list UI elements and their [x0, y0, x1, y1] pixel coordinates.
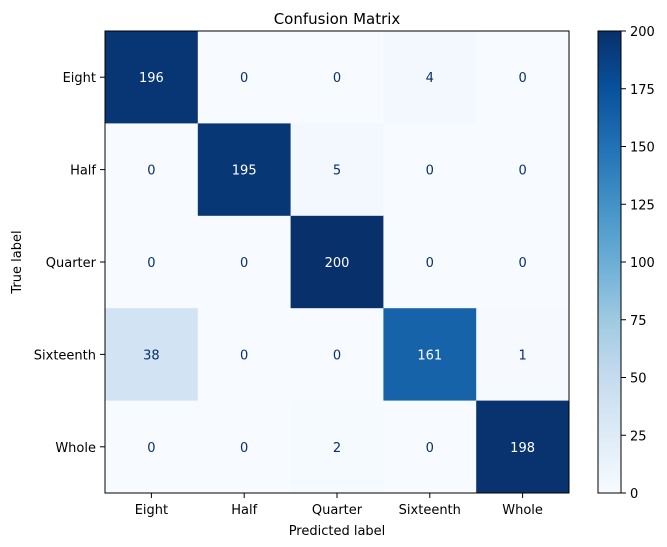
colorbar-tick-label: 75: [630, 314, 647, 329]
cell-value-label: 0: [426, 441, 434, 456]
cell-value-label: 0: [240, 71, 248, 86]
cell-value-label: 1: [518, 348, 526, 363]
cell-value-label: 195: [232, 164, 257, 179]
cell-value-label: 0: [333, 71, 341, 86]
heatmap-cells: [105, 31, 570, 494]
heatmap-cell: [476, 308, 570, 402]
cell-value-label: 2: [333, 441, 341, 456]
cell-value-label: 0: [333, 348, 341, 363]
y-tick-label: Half: [70, 164, 96, 179]
y-tick-label: Sixteenth: [34, 348, 96, 363]
heatmap-cell: [383, 31, 477, 124]
x-tick-label: Eight: [135, 503, 168, 518]
heatmap-cell: [197, 123, 292, 217]
colorbar-tick-label: 100: [630, 256, 655, 271]
cell-value-label: 4: [426, 71, 434, 86]
heatmap-cell: [197, 215, 292, 309]
heatmap-cell: [290, 308, 384, 402]
cell-value-label: 0: [240, 348, 248, 363]
cell-value-label: 0: [426, 164, 434, 179]
cell-value-label: 0: [518, 256, 526, 271]
x-axis-ticks: Eight Half Quarter Sixteenth Whole: [135, 493, 543, 518]
cell-value-label: 0: [147, 164, 155, 179]
colorbar-ticks: 0 25 50 75 100 125 150 175 200: [621, 25, 655, 502]
cell-value-label: 0: [426, 256, 434, 271]
heatmap-cell: [197, 31, 292, 124]
y-tick-label: Whole: [55, 441, 96, 456]
x-tick-label: Half: [231, 503, 257, 518]
x-axis-label: Predicted label: [289, 524, 386, 539]
heatmap-cell: [105, 308, 199, 402]
heatmap-cell: [290, 215, 384, 309]
heatmap-cell-labels: 196 0 0 4 0 0 195 5 0 0 0 0 200 0 0 38 0 0 161 1 0 0 2 0 198: [139, 71, 535, 456]
x-tick-label: Quarter: [312, 503, 363, 518]
heatmap-cell: [105, 400, 199, 494]
colorbar-tick-label: 25: [630, 429, 647, 444]
cell-value-label: 0: [147, 256, 155, 271]
cell-value-label: 161: [417, 348, 442, 363]
heatmap-cell: [197, 308, 292, 402]
cell-value-label: 0: [518, 164, 526, 179]
heatmap-cell: [105, 31, 199, 124]
heatmap-cell: [290, 123, 384, 217]
y-tick-label: Eight: [63, 71, 96, 86]
heatmap-cell: [476, 123, 570, 217]
y-tick-label: Quarter: [46, 256, 97, 271]
chart-title: Confusion Matrix: [274, 10, 401, 28]
heatmap-cell: [476, 31, 570, 124]
y-axis-label: True label: [10, 230, 25, 294]
cell-value-label: 0: [147, 441, 155, 456]
heatmap-cell: [383, 400, 477, 494]
y-axis-ticks: Eight Half Quarter Sixteenth Whole: [34, 71, 105, 456]
heatmap-cell: [476, 215, 570, 309]
heatmap-cell: [197, 400, 292, 494]
cell-value-label: 196: [139, 71, 164, 86]
colorbar-tick-label: 0: [630, 487, 638, 502]
heatmap-cell: [383, 123, 477, 217]
cell-value-label: 0: [240, 256, 248, 271]
colorbar-tick-label: 150: [630, 141, 655, 156]
colorbar-tick-label: 200: [630, 25, 655, 40]
cell-value-label: 0: [518, 71, 526, 86]
heatmap-cell: [476, 400, 570, 494]
cell-value-label: 198: [510, 441, 535, 456]
heatmap-cell: [290, 400, 384, 494]
cell-value-label: 38: [143, 348, 160, 363]
heatmap-cell: [290, 31, 384, 124]
colorbar-tick-label: 125: [630, 198, 655, 213]
colorbar-tick-label: 50: [630, 372, 647, 387]
cell-value-label: 5: [333, 164, 341, 179]
x-tick-label: Whole: [502, 503, 543, 518]
cell-value-label: 200: [325, 256, 350, 271]
heatmap-cell: [105, 123, 199, 217]
cell-value-label: 0: [240, 441, 248, 456]
colorbar-tick-label: 175: [630, 83, 655, 98]
x-tick-label: Sixteenth: [399, 503, 461, 518]
heatmap-cell: [383, 308, 477, 402]
heatmap-cell: [105, 215, 199, 309]
heatmap-cell: [383, 215, 477, 309]
colorbar: [597, 30, 622, 494]
